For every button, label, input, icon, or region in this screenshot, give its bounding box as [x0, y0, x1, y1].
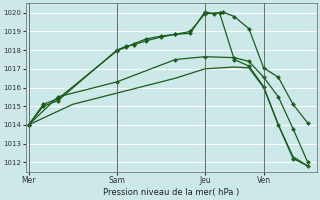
- X-axis label: Pression niveau de la mer( hPa ): Pression niveau de la mer( hPa ): [103, 188, 239, 197]
